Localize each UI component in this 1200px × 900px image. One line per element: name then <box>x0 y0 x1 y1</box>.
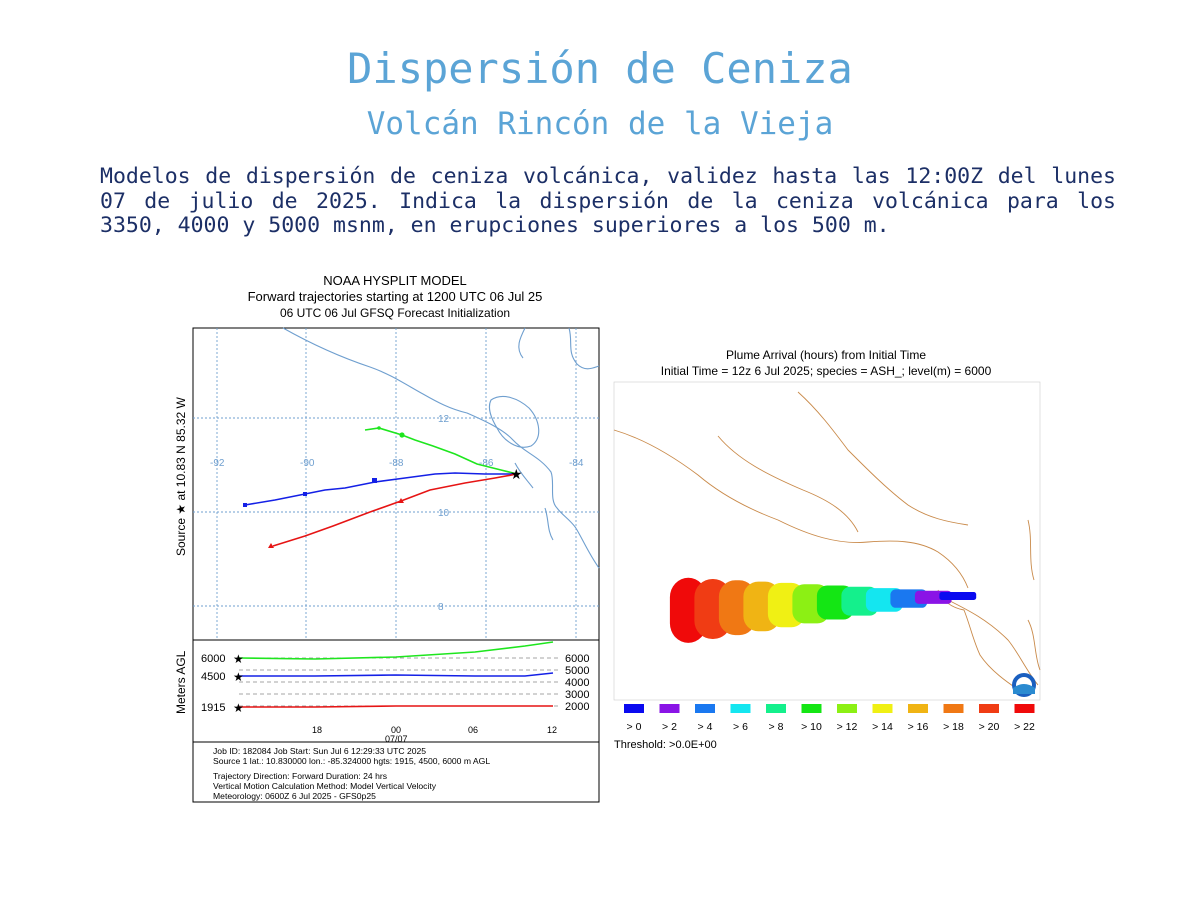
legend-swatch <box>872 704 893 713</box>
plume-map-borders <box>613 391 1041 697</box>
legend-label: > 20 <box>979 721 1000 733</box>
time-tick: 12 <box>547 725 557 735</box>
map-gridlines <box>193 328 599 640</box>
agl-right-label: 5000 <box>565 665 589 677</box>
agl-left-label: 1915 <box>201 702 225 714</box>
info-line: Meteorology: 0600Z 6 Jul 2025 - GFS0p25 <box>213 791 376 801</box>
legend-label: > 16 <box>908 721 929 733</box>
plume-legend: > 0 > 2 > 4 > 6 > 8 > 10 > 12 > 14 > 16 > 18 > 20 >… <box>624 704 1035 733</box>
agl-right-label: 2000 <box>565 701 589 713</box>
lon-tick: -88 <box>389 458 404 469</box>
agl-right-label: 3000 <box>565 689 589 701</box>
agl-right-label: 4000 <box>565 677 589 689</box>
trajectory-map: -92 -90 -88 -86 -84 12 10 8 <box>192 327 600 641</box>
agl-left-label: 6000 <box>201 653 225 665</box>
info-line: Vertical Motion Calculation Method: Mode… <box>213 781 437 791</box>
trajectory-figure: NOAA HYSPLIT MODEL Forward trajectories … <box>174 273 600 803</box>
legend-label: > 6 <box>733 721 748 733</box>
profile-red <box>239 705 553 708</box>
map-coastlines <box>282 327 600 569</box>
profile-star-icon: ★ <box>233 670 244 684</box>
plume-title-2: Initial Time = 12z 6 Jul 2025; species =… <box>661 364 992 378</box>
trajectory-header-1: NOAA HYSPLIT MODEL <box>323 273 467 288</box>
legend-swatch <box>979 704 999 713</box>
legend-label: > 22 <box>1014 721 1035 733</box>
profile-blue <box>239 672 554 677</box>
legend-label: > 12 <box>837 721 858 733</box>
agl-left-label: 4500 <box>201 671 225 683</box>
source-label: Source ★ at 10.83 N 85.32 W <box>174 396 188 556</box>
page-title: Dispersión de Ceniza <box>347 44 853 93</box>
noaa-logo-icon <box>1012 673 1036 697</box>
time-tick: 06 <box>468 725 478 735</box>
legend-swatch <box>766 704 786 713</box>
legend-label: > 10 <box>801 721 822 733</box>
legend-label: > 18 <box>943 721 964 733</box>
trajectory-markers <box>243 426 405 548</box>
legend-label: > 4 <box>698 721 713 733</box>
lat-tick: 12 <box>438 414 450 425</box>
date-label: 07/07 <box>385 734 408 744</box>
trajectory-header-2: Forward trajectories starting at 1200 UT… <box>248 289 543 304</box>
plume-threshold: Threshold: >0.0E+00 <box>614 739 717 751</box>
info-line: Trajectory Direction: Forward Duration: … <box>213 771 387 781</box>
plume-map-frame <box>613 381 1041 701</box>
vertical-profile: ★ ★ ★ 6000 4500 1915 6000 5000 4000 3000… <box>192 639 600 744</box>
lat-tick: 8 <box>438 602 444 613</box>
lon-tick: -90 <box>300 458 315 469</box>
plume-title-1: Plume Arrival (hours) from Initial Time <box>726 348 926 362</box>
lon-tick: -92 <box>210 458 225 469</box>
legend-swatch <box>801 704 822 713</box>
lat-tick: 10 <box>438 508 450 519</box>
plume-band <box>939 592 977 600</box>
legend-swatch <box>624 704 644 713</box>
legend-swatch <box>659 704 680 713</box>
legend-swatch <box>943 704 964 713</box>
legend-label: > 2 <box>662 721 677 733</box>
agl-axis-label: Meters AGL <box>174 650 188 714</box>
legend-swatch <box>730 704 751 713</box>
source-star-icon: ★ <box>510 466 523 482</box>
legend-swatch <box>837 704 857 713</box>
info-line: Job ID: 182084 Job Start: Sun Jul 6 12:2… <box>213 746 426 756</box>
agl-right-label: 6000 <box>565 653 589 665</box>
page-description: Modelos de dispersión de ceniza volcánic… <box>100 164 1116 238</box>
profile-star-icon: ★ <box>233 652 244 666</box>
legend-label: > 0 <box>627 721 642 733</box>
lon-tick: -84 <box>569 458 584 469</box>
job-info-box: Job ID: 182084 Job Start: Sun Jul 6 12:2… <box>192 741 600 803</box>
plume-shape <box>669 577 977 643</box>
legend-swatch <box>695 704 715 713</box>
legend-label: > 8 <box>769 721 784 733</box>
info-line: Source 1 lat.: 10.830000 lon.: -85.32400… <box>213 756 490 766</box>
legend-swatch <box>908 704 928 713</box>
profile-green <box>238 641 554 660</box>
profile-star-icon: ★ <box>233 701 244 715</box>
lon-tick: -86 <box>479 458 494 469</box>
time-tick: 18 <box>312 725 322 735</box>
trajectory-green <box>364 427 518 475</box>
page-subtitle: Volcán Rincón de la Vieja <box>366 106 834 142</box>
legend-swatch <box>1014 704 1035 713</box>
plume-figure: Plume Arrival (hours) from Initial Time … <box>613 348 1041 751</box>
legend-label: > 14 <box>872 721 893 733</box>
time-tick: 00 <box>391 725 401 735</box>
trajectory-header-3: 06 UTC 06 Jul GFSQ Forecast Initializati… <box>280 306 510 320</box>
